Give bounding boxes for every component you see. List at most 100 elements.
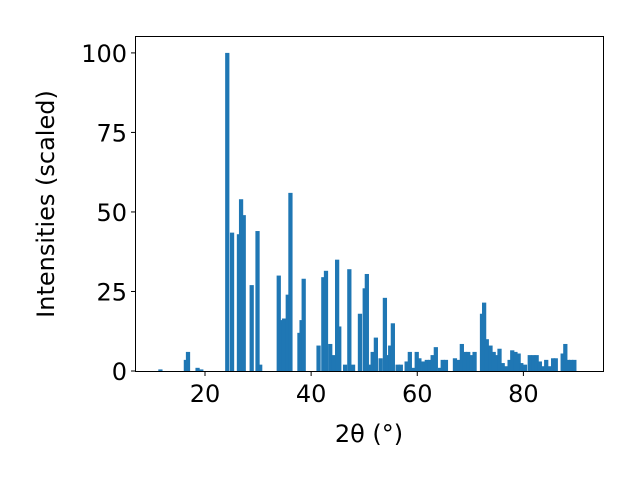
x-tick-label-20: 20 [190, 380, 221, 408]
bar-48 [417, 358, 422, 371]
bar-87 [553, 358, 558, 371]
bar-85 [547, 366, 552, 371]
bar-42 [395, 364, 400, 371]
bar-79 [527, 355, 532, 371]
bars-group [158, 52, 577, 372]
bar-92 [572, 359, 577, 371]
x-axis-ticks: 20 40 60 80 [190, 371, 539, 408]
bar-62 [469, 355, 474, 371]
bar-61 [466, 351, 471, 371]
bar-36 [373, 337, 378, 371]
bar-91 [569, 359, 574, 371]
bar-23 [323, 270, 329, 371]
bar-70 [497, 348, 502, 371]
bar-59 [459, 343, 464, 371]
bar-17 [288, 192, 293, 371]
bar-49 [421, 361, 426, 371]
bar-0 [158, 369, 163, 371]
bar-16 [285, 294, 290, 371]
bar-58 [456, 359, 461, 371]
y-axis-label: Intensities (scaled) [32, 90, 60, 318]
bar-26 [335, 259, 340, 371]
bar-72 [503, 366, 509, 371]
bar-73 [507, 359, 512, 371]
bar-24 [328, 343, 333, 371]
bar-82 [537, 361, 542, 371]
bar-56 [443, 359, 449, 371]
bar-14 [279, 320, 284, 371]
bar-43 [398, 364, 403, 371]
bar-5 [225, 52, 230, 372]
bar-54 [437, 367, 443, 371]
bar-47 [414, 351, 419, 371]
bar-71 [500, 363, 505, 371]
bar-60 [462, 351, 468, 371]
bar-15 [281, 318, 287, 371]
bar-66 [484, 339, 489, 371]
y-tick-label-50: 50 [96, 199, 127, 227]
bar-13 [276, 275, 281, 371]
bar-77 [519, 363, 524, 371]
bar-37 [378, 358, 383, 371]
bar-68 [491, 351, 496, 371]
bar-2 [185, 351, 191, 371]
bar-20 [301, 278, 306, 371]
bar-81 [534, 355, 539, 371]
bar-63 [472, 351, 477, 371]
bar-90 [565, 359, 571, 371]
bar-75 [513, 351, 518, 371]
bar-30 [350, 364, 356, 371]
bar-41 [390, 323, 395, 371]
bar-27 [337, 326, 342, 371]
bar-44 [404, 361, 409, 371]
bar-28 [342, 364, 348, 371]
y-tick-label-75: 75 [96, 119, 127, 147]
bar-4 [199, 369, 204, 371]
bar-89 [563, 343, 568, 371]
bar-10 [249, 285, 254, 371]
bar-74 [510, 350, 515, 371]
bar-11 [255, 231, 260, 371]
bar-9 [241, 215, 246, 371]
bar-29 [347, 269, 352, 371]
x-tick-label-80: 80 [508, 380, 539, 408]
bar-22 [321, 277, 326, 371]
bar-80 [531, 355, 536, 371]
x-tick-label-40: 40 [296, 380, 327, 408]
y-tick-label-25: 25 [96, 278, 127, 306]
bar-88 [560, 353, 565, 371]
bar-6 [229, 232, 235, 371]
bar-33 [364, 273, 369, 371]
bar-51 [427, 359, 433, 371]
bar-52 [430, 355, 435, 371]
bar-78 [522, 364, 528, 371]
bar-57 [452, 358, 458, 371]
bar-3 [195, 367, 200, 371]
bar-50 [424, 359, 429, 371]
bar-46 [411, 367, 416, 371]
bar-86 [550, 358, 556, 371]
x-tick-label-60: 60 [402, 380, 433, 408]
bar-25 [331, 355, 336, 371]
y-tick-label-100: 100 [81, 40, 127, 68]
bar-69 [494, 355, 499, 371]
bar-39 [385, 355, 390, 371]
x-axis-label: 2θ (°) [335, 420, 403, 448]
bar-83 [541, 366, 546, 371]
plot-frame [135, 36, 604, 372]
bar-12 [258, 364, 263, 371]
bar-65 [482, 302, 487, 371]
bar-34 [367, 364, 373, 371]
bar-76 [516, 353, 521, 371]
bar-55 [440, 359, 445, 371]
bar-45 [407, 351, 412, 371]
bar-38 [382, 297, 388, 371]
bar-31 [357, 313, 363, 371]
y-tick-label-0: 0 [112, 358, 127, 386]
bar-84 [544, 359, 549, 371]
y-axis-ticks: 0 25 50 75 100 [81, 40, 136, 386]
bar-35 [370, 351, 375, 371]
bar-21 [316, 345, 321, 371]
